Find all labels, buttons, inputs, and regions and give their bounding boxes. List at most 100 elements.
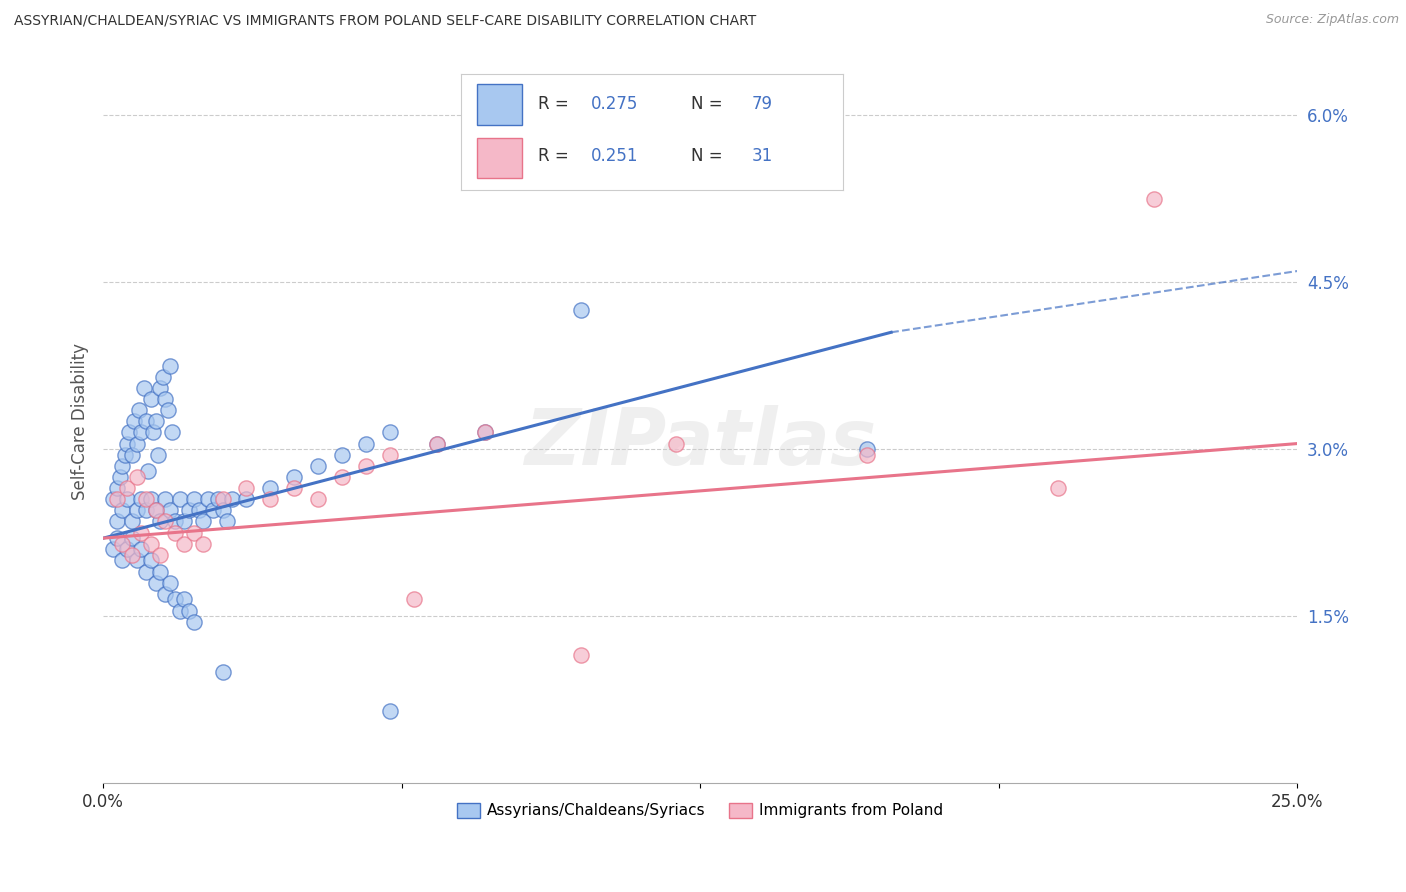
- Point: [131, 425, 153, 440]
- Point: [183, 615, 205, 629]
- Point: [125, 436, 148, 450]
- Point: [125, 470, 148, 484]
- Point: [378, 448, 401, 462]
- Point: [330, 470, 353, 484]
- Point: [155, 587, 177, 601]
- Point: [107, 531, 129, 545]
- Point: [155, 392, 177, 406]
- Point: [474, 425, 496, 440]
- Point: [177, 503, 200, 517]
- Point: [235, 481, 257, 495]
- Point: [111, 503, 134, 517]
- Point: [139, 392, 162, 406]
- Point: [169, 603, 191, 617]
- Point: [159, 359, 181, 373]
- Point: [118, 425, 141, 440]
- Point: [569, 303, 592, 318]
- Point: [145, 503, 167, 517]
- Point: [121, 531, 143, 545]
- Point: [307, 492, 329, 507]
- Point: [149, 515, 172, 529]
- Point: [107, 515, 129, 529]
- Point: [139, 492, 162, 507]
- Point: [283, 481, 305, 495]
- Point: [115, 481, 138, 495]
- Point: [152, 369, 174, 384]
- Point: [187, 503, 209, 517]
- Point: [402, 592, 425, 607]
- Point: [142, 425, 165, 440]
- Point: [259, 481, 281, 495]
- Point: [426, 436, 449, 450]
- Point: [307, 458, 329, 473]
- Point: [101, 492, 124, 507]
- Point: [155, 515, 177, 529]
- Point: [101, 542, 124, 557]
- Point: [283, 470, 305, 484]
- Point: [211, 665, 233, 679]
- Point: [121, 448, 143, 462]
- Point: [111, 553, 134, 567]
- Point: [183, 525, 205, 540]
- Point: [856, 448, 879, 462]
- Point: [122, 414, 145, 428]
- Point: [1047, 481, 1070, 495]
- Point: [145, 414, 167, 428]
- Point: [569, 648, 592, 662]
- Point: [217, 515, 239, 529]
- Point: [139, 553, 162, 567]
- Point: [183, 492, 205, 507]
- Point: [115, 436, 138, 450]
- Point: [111, 537, 134, 551]
- Point: [856, 442, 879, 457]
- Point: [107, 492, 129, 507]
- Point: [201, 503, 224, 517]
- Point: [330, 448, 353, 462]
- Point: [193, 537, 215, 551]
- Point: [121, 515, 143, 529]
- Point: [135, 565, 157, 579]
- Point: [135, 503, 157, 517]
- Point: [193, 515, 215, 529]
- Point: [169, 492, 191, 507]
- Point: [115, 492, 138, 507]
- Point: [163, 592, 186, 607]
- Point: [163, 525, 186, 540]
- Point: [146, 448, 169, 462]
- Point: [145, 575, 167, 590]
- Text: ASSYRIAN/CHALDEAN/SYRIAC VS IMMIGRANTS FROM POLAND SELF-CARE DISABILITY CORRELAT: ASSYRIAN/CHALDEAN/SYRIAC VS IMMIGRANTS F…: [14, 13, 756, 28]
- Point: [173, 515, 195, 529]
- Point: [139, 537, 162, 551]
- Point: [128, 403, 150, 417]
- Point: [149, 548, 172, 562]
- Point: [132, 381, 155, 395]
- Point: [211, 503, 233, 517]
- Point: [211, 492, 233, 507]
- Y-axis label: Self-Care Disability: Self-Care Disability: [72, 343, 89, 500]
- Point: [125, 503, 148, 517]
- Point: [354, 436, 377, 450]
- Point: [159, 575, 181, 590]
- Point: [159, 503, 181, 517]
- Point: [221, 492, 243, 507]
- Point: [107, 481, 129, 495]
- Point: [177, 603, 200, 617]
- Point: [162, 425, 184, 440]
- Point: [378, 425, 401, 440]
- Point: [138, 464, 160, 478]
- Point: [173, 592, 195, 607]
- Point: [259, 492, 281, 507]
- Point: [125, 553, 148, 567]
- Text: Source: ZipAtlas.com: Source: ZipAtlas.com: [1265, 13, 1399, 27]
- Point: [155, 492, 177, 507]
- Point: [131, 525, 153, 540]
- Point: [111, 458, 134, 473]
- Point: [131, 542, 153, 557]
- Point: [114, 448, 136, 462]
- Point: [1143, 192, 1166, 206]
- Point: [474, 425, 496, 440]
- Point: [354, 458, 377, 473]
- Point: [207, 492, 229, 507]
- Point: [121, 548, 143, 562]
- Point: [135, 492, 157, 507]
